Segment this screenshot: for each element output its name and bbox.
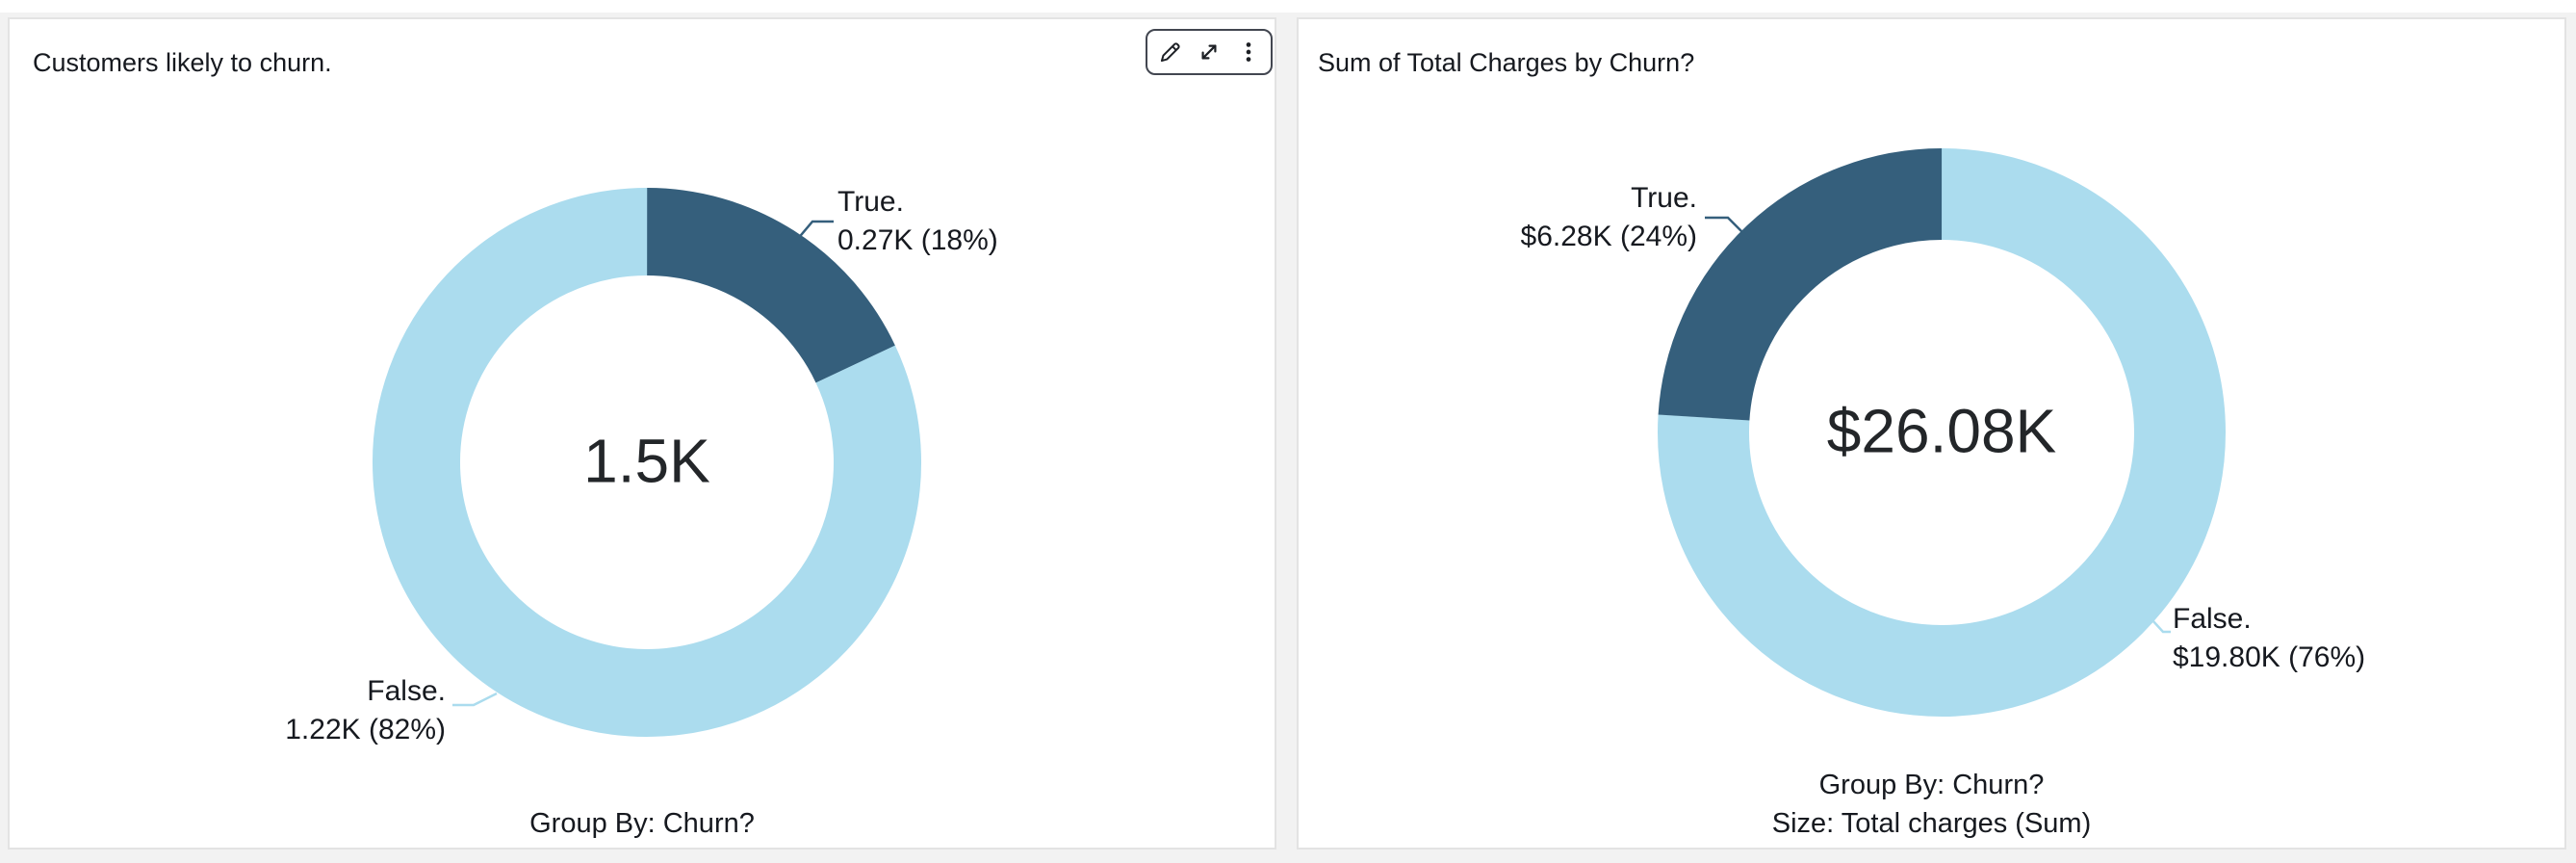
donut-center-value: $26.08K (1826, 396, 2057, 466)
visual-toolbar (1146, 29, 1273, 75)
data-label-true: True. $6.28K (24%) (1520, 182, 1697, 252)
donut-segments[interactable] (339, 154, 955, 771)
group-by-caption: Group By: Churn? (529, 808, 755, 839)
menu-button[interactable] (1232, 36, 1265, 68)
size-caption: Size: Total charges (Sum) (1771, 808, 2092, 839)
data-label-false: False. 1.22K (82%) (285, 675, 446, 745)
data-label-false: False. $19.80K (76%) (2173, 603, 2366, 673)
chart-footer: Group By: Churn? (10, 804, 1275, 843)
expand-arrows-icon (1196, 39, 1223, 65)
chart-footer: Group By: Churn? Size: Total charges (Su… (1299, 766, 2564, 843)
chart-title: Sum of Total Charges by Churn? (1318, 48, 1695, 77)
visual-card-churn-count: Customers likely to churn. (8, 17, 1276, 850)
pencil-icon (1157, 39, 1184, 65)
group-by-caption: Group By: Churn? (1818, 770, 2045, 800)
expand-button[interactable] (1193, 36, 1225, 68)
donut-center-value: 1.5K (583, 426, 710, 496)
edit-button[interactable] (1154, 36, 1187, 68)
donut-chart-churn-count[interactable]: 1.5K (339, 154, 955, 771)
chart-title: Customers likely to churn. (33, 48, 332, 77)
donut-segment-true[interactable] (1657, 148, 2226, 717)
kebab-menu-icon (1235, 39, 1262, 65)
donut-segments[interactable] (1624, 115, 2259, 750)
data-label-true: True. 0.27K (18%) (837, 186, 998, 256)
visual-card-total-charges: Sum of Total Charges by Churn? $26.08K T… (1297, 17, 2566, 850)
donut-chart-total-charges[interactable]: $26.08K (1624, 115, 2259, 750)
